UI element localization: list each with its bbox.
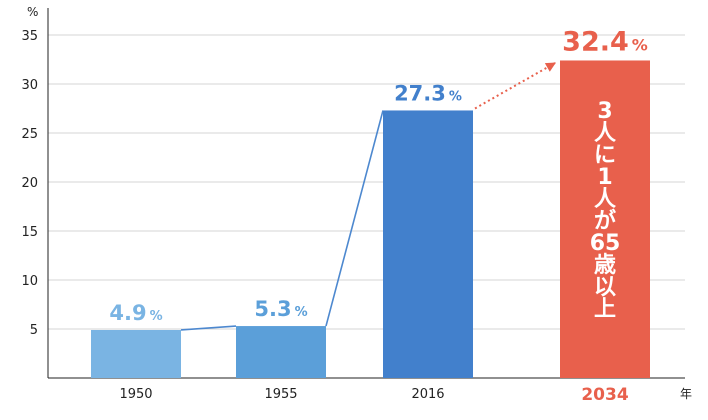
data-label-unit: % bbox=[449, 89, 462, 104]
bar-annotation-glyph: に bbox=[594, 143, 616, 168]
x-tick-labels: 1950 1955 2016 2034 bbox=[119, 385, 628, 405]
data-label-value: 4.9 bbox=[109, 301, 146, 325]
data-label-unit: % bbox=[632, 35, 648, 54]
data-label-2016: 27.3% bbox=[394, 81, 462, 105]
y-tick-labels: 5 10 15 20 25 30 35 bbox=[21, 29, 38, 338]
bar-annotation-glyph: 65 bbox=[590, 231, 621, 256]
trend-connector bbox=[325, 110, 384, 327]
x-tick-label-1950: 1950 bbox=[119, 387, 152, 402]
y-unit-label: % bbox=[27, 5, 38, 19]
bar-1955 bbox=[236, 326, 326, 378]
projection-connector bbox=[474, 61, 557, 110]
bar-2034 bbox=[560, 60, 650, 378]
bar-annotation-glyph: 以 bbox=[594, 275, 616, 300]
y-tick-label: 20 bbox=[21, 176, 38, 191]
bar-annotation-glyph: 人 bbox=[594, 187, 616, 212]
y-tick-label: 10 bbox=[21, 274, 38, 289]
bars bbox=[91, 60, 650, 379]
data-label-2034: 32.4% bbox=[562, 26, 648, 57]
trend-connector bbox=[180, 325, 237, 331]
bar-annotation-glyph: 人 bbox=[594, 121, 616, 146]
x-tick-label-2034: 2034 bbox=[581, 385, 628, 405]
x-tick-label-1955: 1955 bbox=[264, 387, 297, 402]
trend-connectors bbox=[180, 61, 557, 331]
x-tick-label-2016: 2016 bbox=[411, 387, 444, 402]
data-label-1950: 4.9% bbox=[109, 301, 162, 325]
data-label-1955: 5.3% bbox=[254, 297, 307, 321]
y-tick-label: 5 bbox=[30, 323, 38, 338]
x-unit-label: 年 bbox=[680, 387, 692, 401]
y-tick-label: 35 bbox=[21, 29, 38, 44]
bar-1950 bbox=[91, 329, 181, 378]
data-label-value: 32.4 bbox=[562, 26, 629, 57]
bar-annotation-glyph: 1 bbox=[597, 165, 612, 190]
projection-arrowhead bbox=[544, 62, 556, 72]
bar-annotation-glyph: 歳 bbox=[594, 253, 616, 278]
y-tick-label: 30 bbox=[21, 78, 38, 93]
data-label-unit: % bbox=[295, 305, 308, 320]
grid-lines bbox=[48, 34, 685, 330]
bar-annotation-glyph: 上 bbox=[594, 297, 616, 322]
data-labels: 4.9% 5.3 %27.3 %32.4% bbox=[109, 26, 647, 325]
y-tick-label: 15 bbox=[21, 225, 38, 240]
bar-2016 bbox=[383, 110, 473, 379]
data-label-unit: % bbox=[150, 309, 163, 324]
bar-annotation-glyph: 3 bbox=[597, 99, 612, 124]
y-tick-label: 25 bbox=[21, 127, 38, 142]
bar-annotation-glyph: が bbox=[594, 208, 616, 234]
data-label-value: 5.3 bbox=[254, 297, 291, 321]
data-label-value: 27.3 bbox=[394, 81, 446, 105]
